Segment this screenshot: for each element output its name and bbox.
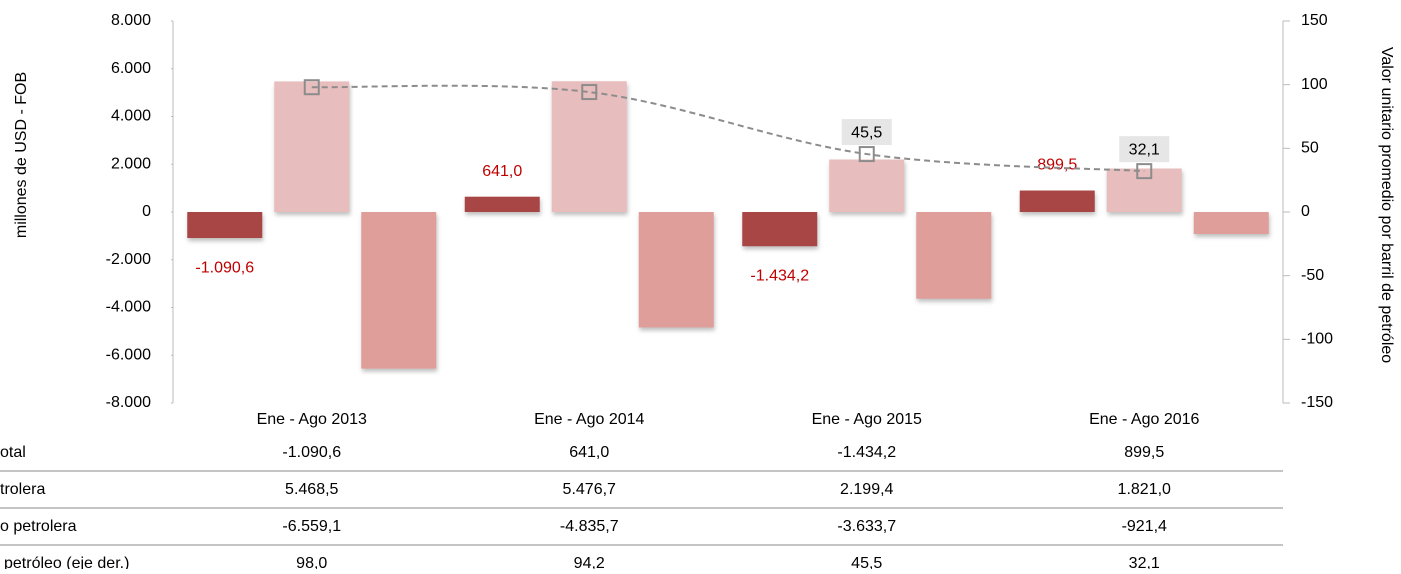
table-row-label: otal [0, 444, 26, 461]
table-cell: 5.468,5 [285, 481, 338, 498]
bar [829, 159, 905, 212]
x-tick-label: Ene - Ago 2013 [257, 411, 367, 428]
y2-tick-label: 150 [1301, 12, 1328, 29]
y2-tick-label: -150 [1301, 394, 1333, 411]
y-tick-label: 4.000 [111, 108, 151, 125]
data-label: -1.090,6 [195, 259, 254, 276]
x-tick-label: Ene - Ago 2016 [1089, 411, 1199, 428]
table-cell: -3.633,7 [837, 518, 896, 535]
marker [581, 84, 598, 101]
table-cell: 32,1 [1129, 555, 1160, 569]
y2-tick-label: -50 [1301, 267, 1324, 284]
y-tick-label: 2.000 [111, 155, 151, 172]
bar [361, 212, 437, 369]
data-label: -1.434,2 [750, 267, 809, 284]
table-cell: -4.835,7 [560, 518, 619, 535]
y-axis-label: millones de USD - FOB [13, 72, 30, 238]
y2-tick-label: -100 [1301, 331, 1333, 348]
y2-tick-label: 50 [1301, 140, 1319, 157]
data-label: 32,1 [1129, 141, 1160, 158]
y2-axis-label: Valor unitario promedio por barril de pe… [1378, 47, 1395, 363]
bar [1193, 212, 1269, 234]
table-cell: -6.559,1 [282, 518, 341, 535]
data-label: 899,5 [1037, 157, 1077, 174]
y-tick-label: 6.000 [111, 60, 151, 77]
y-tick-label: -6.000 [106, 346, 151, 363]
x-tick-label: Ene - Ago 2015 [812, 411, 922, 428]
table-cell: 94,2 [574, 555, 605, 569]
table-cell: 2.199,4 [840, 481, 893, 498]
bar [464, 196, 540, 212]
data-label-box [1119, 136, 1170, 163]
table-cell: 98,0 [296, 555, 327, 569]
table-cell: 899,5 [1124, 444, 1164, 461]
table-cell: -1.090,6 [282, 444, 341, 461]
table-cell: -921,4 [1122, 518, 1167, 535]
data-label-box [841, 119, 892, 146]
table-row-label: trolera [0, 481, 45, 498]
bar [1106, 168, 1182, 212]
table-cell: 45,5 [851, 555, 882, 569]
data-label: 45,5 [851, 124, 882, 141]
y-tick-label: -2.000 [106, 251, 151, 268]
bar [916, 212, 992, 299]
y-tick-label: -4.000 [106, 299, 151, 316]
x-tick-label: Ene - Ago 2014 [534, 411, 644, 428]
data-label: 641,0 [482, 163, 522, 180]
bar [187, 212, 263, 239]
table-cell: 641,0 [569, 444, 609, 461]
bar [742, 212, 818, 247]
line [311, 84, 1145, 173]
y2-tick-label: 0 [1301, 203, 1310, 220]
y-tick-label: -8.000 [106, 394, 151, 411]
table-row-label: petróleo (eje der.) [4, 555, 129, 569]
bar [551, 81, 627, 212]
marker [858, 146, 875, 163]
bar [638, 212, 714, 328]
marker [303, 79, 320, 96]
table-cell: -1.434,2 [837, 444, 896, 461]
table-row-label: o petrolera [0, 518, 77, 535]
bar [1019, 190, 1095, 212]
y-tick-label: 8.000 [111, 12, 151, 29]
bar [274, 81, 350, 212]
y2-tick-label: 100 [1301, 76, 1328, 93]
table-cell: 1.821,0 [1118, 481, 1171, 498]
table-cell: 5.476,7 [563, 481, 616, 498]
marker [1136, 163, 1153, 180]
y-tick-label: 0 [142, 203, 151, 220]
